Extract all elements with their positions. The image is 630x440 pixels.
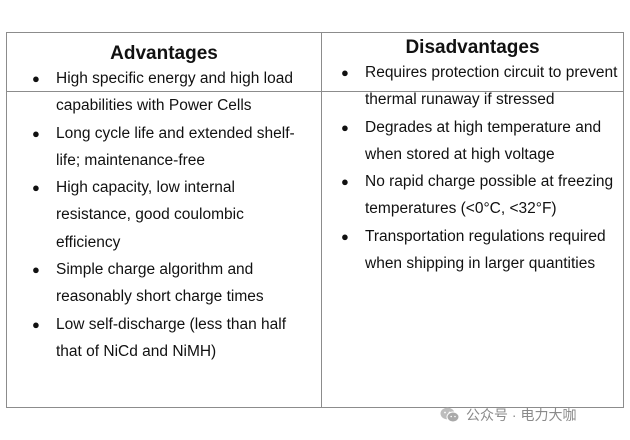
bullet-icon: ● xyxy=(341,119,349,135)
bullet-icon: ● xyxy=(32,262,40,278)
wechat-icon xyxy=(440,407,460,423)
advantage-item: ● Low self-discharge (less than half that… xyxy=(30,311,312,366)
watermark: 公众号 · 电力大咖 xyxy=(440,404,576,426)
bullet-icon: ● xyxy=(32,125,40,141)
comparison-table: Advantages Disadvantages xyxy=(6,32,624,408)
disadvantage-item: ● No rapid charge possible at freezing te… xyxy=(339,168,621,223)
column-divider xyxy=(321,33,322,407)
disadvantages-header: Disadvantages xyxy=(405,37,540,58)
disadvantage-item: ● Transportation regulations required whe… xyxy=(339,223,621,278)
advantage-item: ● Long cycle life and extended shelf-life… xyxy=(30,120,312,175)
watermark-text: 公众号 · 电力大咖 xyxy=(466,407,577,423)
bullet-icon: ● xyxy=(32,71,40,86)
bullet-icon: ● xyxy=(32,316,40,332)
bullet-icon: ● xyxy=(341,65,349,80)
advantage-item: ● High capacity, low internal resistance,… xyxy=(30,174,312,256)
bullet-icon: ● xyxy=(341,174,349,190)
advantage-item: ● Simple charge algorithm and reasonably … xyxy=(30,256,312,311)
advantage-item: ● High specific energy and high load capa… xyxy=(30,65,312,120)
advantages-list: ● High specific energy and high load capa… xyxy=(30,65,312,365)
header-divider xyxy=(7,91,623,92)
advantages-header: Advantages xyxy=(110,43,218,64)
bullet-icon: ● xyxy=(32,180,40,196)
disadvantage-item: ● Degrades at high temperature and when s… xyxy=(339,114,621,169)
disadvantage-item: ● Requires protection circuit to prevent … xyxy=(339,59,621,114)
bullet-icon: ● xyxy=(341,228,349,244)
disadvantages-list: ● Requires protection circuit to prevent … xyxy=(339,59,621,277)
